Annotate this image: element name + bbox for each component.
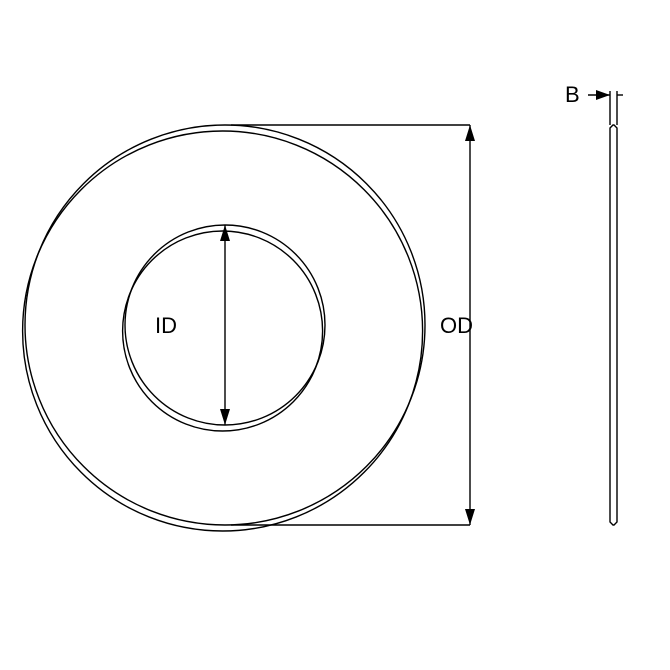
id-label: ID <box>155 313 177 338</box>
od-label: OD <box>440 313 473 338</box>
od-arrow-top <box>465 125 475 141</box>
side-view-outline <box>610 125 617 525</box>
od-arrow-bottom <box>465 509 475 525</box>
washer-diagram: OD ID B <box>0 0 670 670</box>
inner-circle-back <box>123 231 323 431</box>
id-arrow-bottom <box>220 409 230 425</box>
b-arrow <box>596 90 610 100</box>
id-arrow-top <box>220 225 230 241</box>
b-label: B <box>565 82 580 107</box>
